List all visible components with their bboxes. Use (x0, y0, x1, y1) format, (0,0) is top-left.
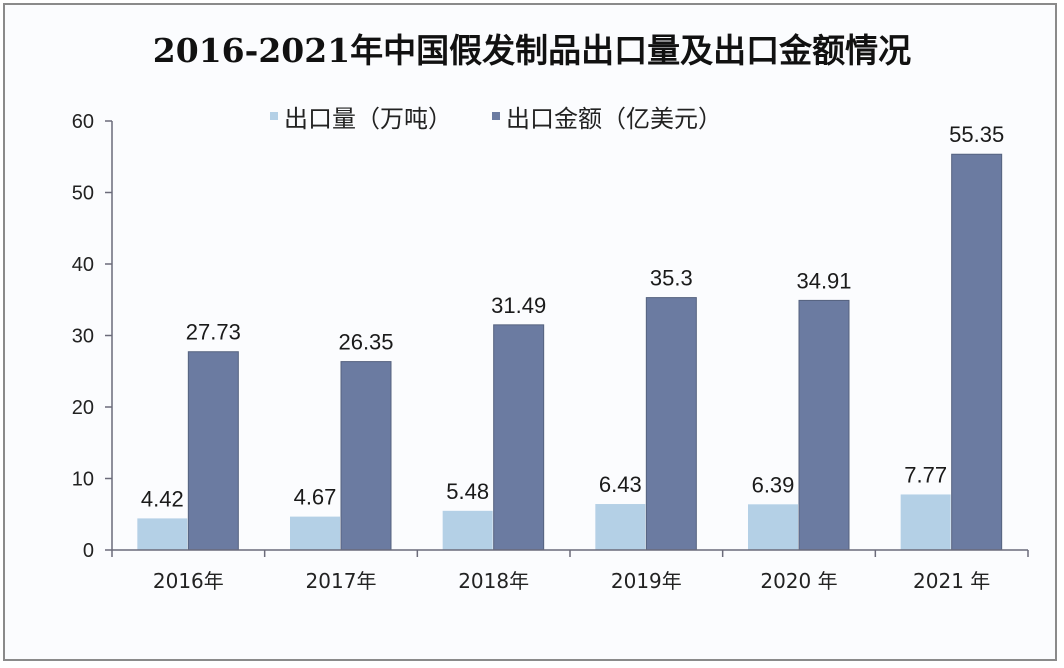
bar-value (187, 351, 239, 551)
legend-item-volume: 出口量（万吨） (270, 99, 452, 134)
chart-title: 2016-2021年中国假发制品出口量及出口金额情况 (152, 31, 912, 70)
data-label-volume: 7.77 (904, 462, 947, 487)
x-tick-label: 2016年 (153, 569, 224, 593)
data-label-volume: 6.43 (599, 472, 642, 497)
bar-value (645, 297, 697, 551)
legend-label-value: 出口金额（亿美元） (506, 104, 722, 133)
bar-value (493, 324, 545, 551)
y-tick-label: 20 (72, 397, 94, 419)
bar-value (340, 361, 392, 551)
x-tick-label: 2019年 (611, 569, 682, 593)
x-tick-label: 2018年 (458, 569, 529, 593)
y-tick-label: 10 (72, 469, 94, 491)
y-tick-label: 50 (72, 183, 94, 205)
legend-swatch-volume (270, 112, 278, 120)
x-tick-label: 2021 年 (913, 569, 990, 593)
bar-volume (900, 494, 951, 550)
legend-item-value: 出口金额（亿美元） (492, 99, 722, 134)
bar-value (951, 153, 1003, 551)
legend-label-volume: 出口量（万吨） (284, 104, 452, 133)
data-label-value: 31.49 (491, 293, 546, 318)
data-label-volume: 5.48 (446, 479, 489, 504)
y-tick-label: 40 (72, 254, 94, 276)
data-label-volume: 6.39 (752, 472, 795, 497)
bar-value (798, 299, 850, 551)
data-label-value: 27.73 (186, 320, 241, 345)
x-tick-label: 2020 年 (760, 569, 837, 593)
bar-volume (137, 518, 188, 550)
legend-swatch-value (492, 112, 500, 120)
bar-volume (290, 516, 340, 550)
data-label-value: 34.91 (796, 268, 851, 293)
legend: 出口量（万吨） 出口金额（亿美元） (270, 98, 722, 134)
bar-volume (748, 504, 798, 550)
data-label-value: 55.35 (949, 122, 1004, 147)
y-tick-label: 60 (72, 111, 94, 133)
data-label-volume: 4.42 (141, 486, 184, 511)
bar-volume (442, 510, 493, 550)
y-tick-label: 0 (83, 540, 94, 562)
y-tick-label: 30 (72, 326, 94, 348)
data-label-volume: 4.67 (294, 485, 337, 510)
data-label-value: 26.35 (338, 330, 393, 355)
x-tick-label: 2017年 (306, 569, 377, 593)
bar-volume (595, 504, 646, 550)
data-label-value: 35.3 (650, 266, 693, 291)
